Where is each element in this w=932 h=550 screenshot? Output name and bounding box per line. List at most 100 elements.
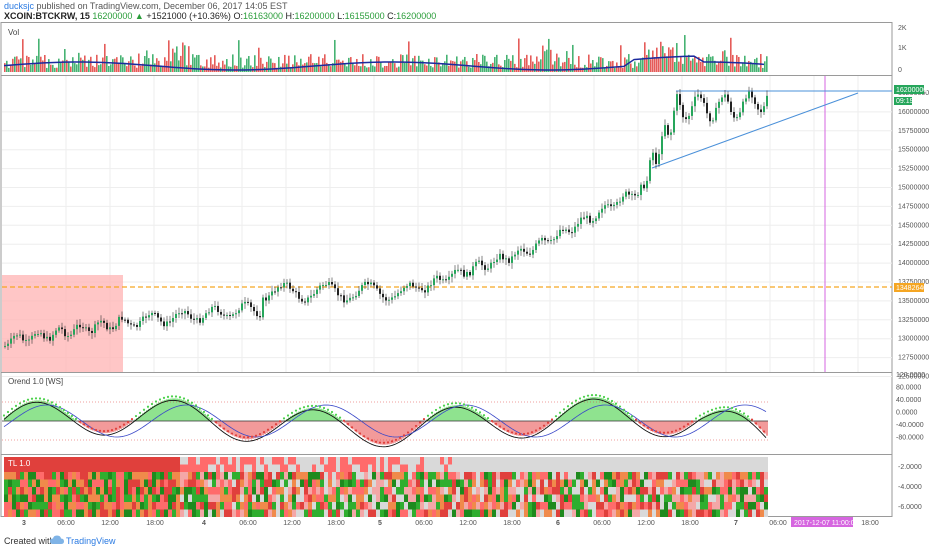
heatmap-cell	[680, 464, 684, 472]
heatmap-cell	[564, 509, 568, 517]
heatmap-cell	[544, 464, 548, 472]
volume-bar	[602, 58, 604, 72]
volume-bar	[656, 47, 658, 72]
heatmap-cell	[532, 509, 536, 517]
heatmap-cell	[568, 494, 572, 502]
heatmap-cell	[436, 479, 440, 487]
heatmap-cell	[4, 464, 8, 472]
heatmap-cell	[656, 502, 660, 510]
heatmap-cell	[296, 502, 300, 510]
heatmap-cell	[464, 464, 468, 472]
oscillator-dot	[410, 428, 414, 431]
oscillator-dot	[46, 399, 50, 402]
volume-bar	[244, 65, 246, 72]
oscillator-dot	[606, 397, 610, 400]
heatmap-cell	[564, 494, 568, 502]
volume-bar	[546, 49, 548, 72]
heatmap-cell	[420, 502, 424, 510]
candle-body	[427, 285, 429, 293]
heatmap-cell	[100, 502, 104, 510]
heatmap-cell	[196, 509, 200, 517]
heatmap-cell	[464, 487, 468, 495]
heatmap-cell	[84, 494, 88, 502]
tradingview-brand[interactable]: TradingView	[66, 536, 116, 546]
oscillator-bar	[406, 421, 408, 436]
heatmap-cell	[192, 479, 196, 487]
heatmap-cell	[720, 487, 724, 495]
oscillator-bar	[616, 405, 618, 421]
oscillator-bar	[244, 421, 246, 440]
heatmap-cell	[108, 479, 112, 487]
candle-body	[10, 338, 12, 344]
heatmap-cell	[328, 509, 332, 517]
oscillator-bar	[28, 401, 30, 421]
heatmap-cell	[156, 464, 160, 472]
oscillator-bar	[758, 421, 760, 428]
oscillator-dot	[626, 411, 630, 415]
countdown-text: 09:19	[896, 98, 914, 105]
candle-body	[535, 243, 537, 250]
volume-bar	[280, 66, 282, 72]
heatmap-cell	[476, 487, 480, 495]
oscillator-bar	[174, 398, 176, 421]
heatmap-cell	[724, 502, 728, 510]
heatmap-cell	[748, 487, 752, 495]
heatmap-cell	[756, 509, 760, 517]
heatmap-cell	[176, 457, 180, 465]
heatmap-cell	[492, 502, 496, 510]
heatmap-cell	[416, 502, 420, 510]
ascending-trend-line[interactable]	[651, 92, 859, 169]
heatmap-cell	[460, 509, 464, 517]
oscillator-dot	[346, 422, 350, 426]
heatmap-cell	[84, 479, 88, 487]
oscillator-dot	[634, 418, 638, 421]
heatmap-cell	[312, 464, 316, 472]
heatmap-cell	[268, 487, 272, 495]
heatmap-cell	[64, 509, 68, 517]
oscillator-bar	[388, 421, 390, 445]
candle-body	[424, 290, 426, 293]
oscillator-dot	[170, 395, 174, 398]
heatmap-cell	[708, 457, 712, 465]
heatmap-cell	[272, 457, 276, 465]
heatmap-cell	[440, 457, 444, 465]
heatmap-cell	[96, 464, 100, 472]
oscillator-dot	[126, 420, 130, 424]
candle-body	[310, 295, 312, 298]
heatmap-cell	[28, 472, 32, 480]
volume-bar	[414, 55, 416, 72]
volume-bar	[422, 60, 424, 72]
oscillator-dot	[282, 417, 286, 420]
volume-bar	[402, 55, 404, 72]
heatmap-cell	[524, 472, 528, 480]
author-link[interactable]: ducksjc	[4, 1, 35, 11]
oscillator-bar	[500, 421, 502, 429]
heatmap-cell	[420, 457, 424, 465]
heatmap-cell	[208, 457, 212, 465]
heatmap-cell	[212, 457, 216, 465]
volume-bar	[58, 58, 60, 72]
heatmap-cell	[104, 457, 108, 465]
heatmap-cell	[304, 472, 308, 480]
heatmap-cell	[168, 502, 172, 510]
oscillator-bar	[88, 421, 90, 429]
heatmap-cell	[36, 479, 40, 487]
candle-body	[4, 345, 6, 347]
heatmap-cell	[352, 472, 356, 480]
oscillator-bar	[22, 404, 24, 421]
heatmap-cell	[604, 487, 608, 495]
oscillator-dot	[194, 404, 198, 407]
candle-body	[766, 95, 768, 107]
oscillator-bar	[764, 421, 766, 434]
oscillator-bar	[142, 413, 144, 421]
heatmap-cell	[612, 479, 616, 487]
volume-bar	[366, 67, 368, 72]
oscillator-bar	[96, 421, 98, 432]
heatmap-cell	[68, 457, 72, 465]
heatmap-cell	[760, 509, 764, 517]
heatmap-cell	[572, 509, 576, 517]
heatmap-cell	[148, 457, 152, 465]
heatmap-cell	[40, 464, 44, 472]
